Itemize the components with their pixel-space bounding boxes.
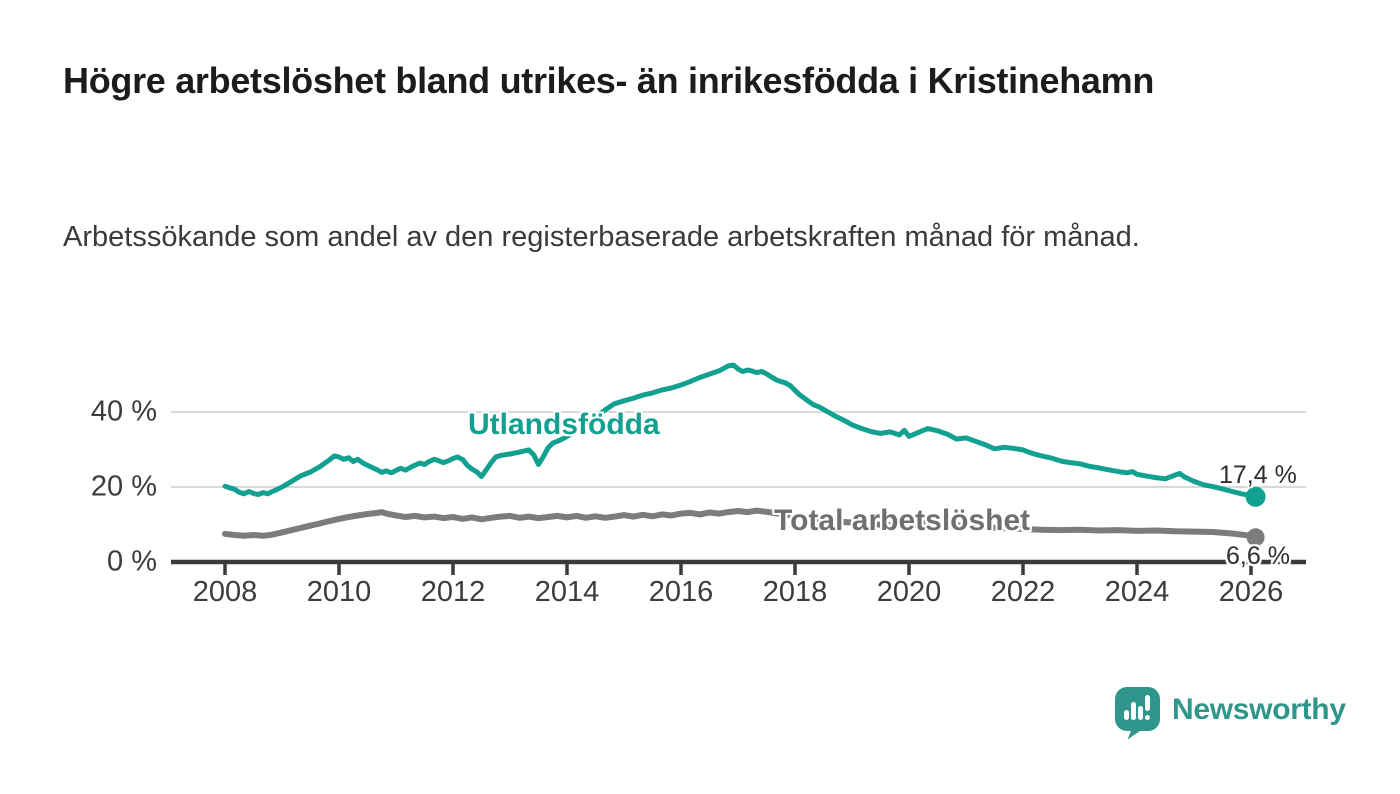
end-value-utlandsfodda: 17,4 % [1219, 461, 1297, 489]
x-tick-label: 2008 [192, 576, 258, 608]
x-tick-label: 2022 [990, 576, 1056, 608]
y-tick-label: 40 % [90, 395, 157, 428]
newsworthy-logo: Newsworthy [1115, 687, 1346, 740]
logo-bars-icon [1124, 695, 1150, 720]
series-line-0 [222, 362, 1259, 500]
x-tick-label: 2024 [1104, 576, 1170, 608]
y-axis-labels: 0 % 20 % 40 % [57, 0, 157, 794]
newsworthy-logo-icon [1115, 687, 1160, 740]
x-tick-label: 2026 [1218, 576, 1284, 608]
series-label-utlandsfodda: Utlandsfödda [468, 408, 660, 441]
y-tick-label: 0 % [107, 545, 157, 578]
series-end-dot-0 [1245, 486, 1266, 507]
series-layer [222, 362, 1266, 547]
chart-subtitle: Arbetssökande som andel av den registerb… [63, 221, 1140, 253]
x-tick-label: 2016 [648, 576, 714, 608]
gridlines-layer [171, 411, 1306, 488]
series-label-total: Total arbetslöshet [774, 504, 1031, 537]
axis-layer [171, 559, 1306, 575]
x-tick-label: 2018 [762, 576, 828, 608]
x-tick-label: 2012 [420, 576, 486, 608]
x-tick-label: 2010 [306, 576, 372, 608]
y-tick-label: 20 % [90, 470, 157, 503]
newsworthy-logo-text: Newsworthy [1172, 693, 1346, 726]
logo-bubble-shape [1115, 687, 1160, 740]
series-line-1 [222, 507, 1259, 541]
x-tick-label: 2020 [876, 576, 942, 608]
page-title: Högre arbetslöshet bland utrikes- än inr… [63, 60, 1155, 101]
x-tick-label: 2014 [534, 576, 600, 608]
end-value-total: 6,6 % [1226, 542, 1290, 570]
series-end-dot-1 [1246, 528, 1265, 547]
